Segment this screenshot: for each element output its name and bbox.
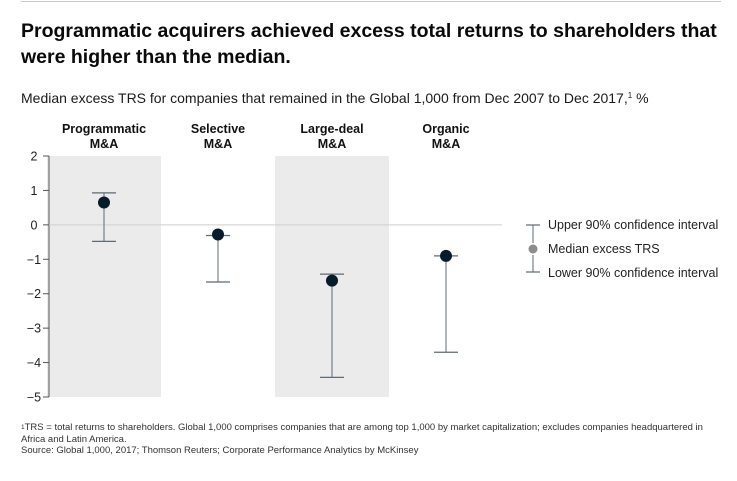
subtitle-footnote-marker: 1 <box>627 91 633 100</box>
chart-title: Programmatic acquirers achieved excess t… <box>21 20 717 68</box>
footnotes: 1TRS = total returns to shareholders. Gl… <box>21 422 721 457</box>
legend-upper-label: Upper 90% confidence interval <box>548 218 718 232</box>
legend-median-label: Median excess TRS <box>548 242 660 256</box>
y-tick-label: 0 <box>31 218 38 232</box>
subtitle-unit: % <box>632 90 649 106</box>
category-label: M&A <box>90 137 118 151</box>
median-dot <box>326 274 338 287</box>
footnote-text: TRS = total returns to shareholders. Glo… <box>21 422 703 445</box>
y-tick-label: 2 <box>31 150 38 164</box>
category-shade-band <box>47 156 161 397</box>
y-tick-label: −2 <box>27 287 41 301</box>
legend-lower-label: Lower 90% confidence interval <box>548 266 718 280</box>
category-label: M&A <box>432 137 460 151</box>
source-note: Source: Global 1,000, 2017; Thomson Reut… <box>21 445 419 456</box>
category-label: Selective <box>191 122 245 136</box>
footnote-marker: 1 <box>21 424 25 431</box>
y-tick-label: 1 <box>31 184 38 198</box>
legend-median-dot <box>528 244 538 254</box>
median-dot <box>212 228 224 241</box>
category-label: Programmatic <box>62 122 146 136</box>
category-label: Organic <box>422 122 469 136</box>
category-label: M&A <box>204 137 232 151</box>
median-dot <box>440 249 452 262</box>
median-dot <box>98 196 110 209</box>
category-label: M&A <box>318 137 346 151</box>
y-tick-label: −5 <box>27 391 41 405</box>
top-divider <box>21 1 721 2</box>
subtitle-text: Median excess TRS for companies that rem… <box>21 90 628 106</box>
y-tick-label: −1 <box>27 253 41 267</box>
category-label: Large-deal <box>300 122 363 136</box>
y-tick-label: −4 <box>27 356 41 370</box>
chart-subtitle: Median excess TRS for companies that rem… <box>21 89 721 107</box>
footnote-definition: 1TRS = total returns to shareholders. Gl… <box>21 422 721 445</box>
y-tick-label: −3 <box>27 322 41 336</box>
